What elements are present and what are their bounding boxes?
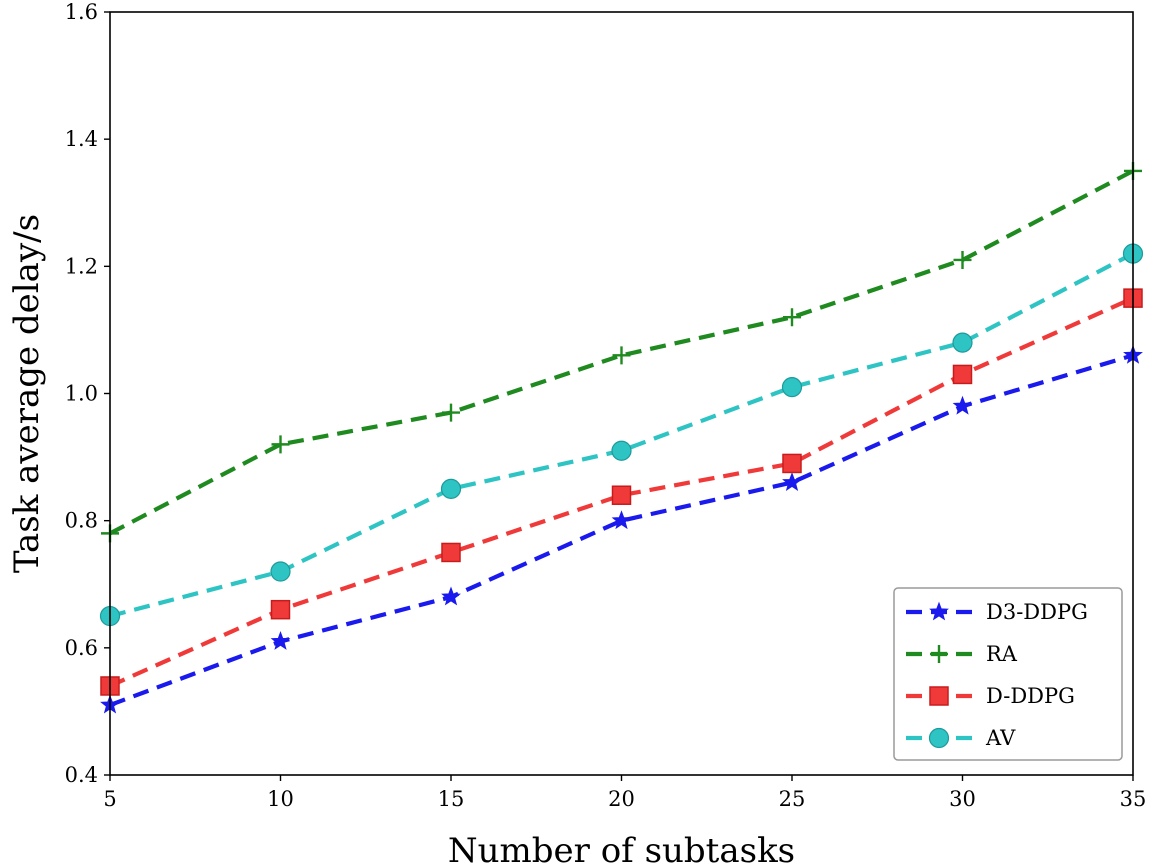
data-point [441, 586, 461, 606]
y-tick-label: 1.2 [65, 254, 98, 278]
legend-marker [928, 727, 950, 749]
legend-label: D3-DDPG [986, 600, 1088, 624]
series-ra [101, 161, 1142, 543]
legend-marker [930, 645, 948, 663]
series-line [109, 251, 1134, 619]
legend-item: RA [906, 642, 1018, 666]
legend-box [893, 587, 1123, 761]
data-point [952, 395, 973, 415]
y-tick-label: 0.4 [65, 763, 98, 787]
x-tick-label: 30 [949, 787, 976, 811]
data-point [612, 346, 631, 365]
data-point [952, 364, 973, 385]
legend: D3-DDPG RA D-DDPG AV [893, 587, 1123, 761]
series-d-ddpg [100, 288, 1143, 696]
y-tick-label: 0.6 [65, 636, 98, 660]
data-point [271, 435, 290, 454]
data-point [781, 377, 803, 398]
y-tick-label: 1.0 [65, 382, 98, 406]
series-av [99, 243, 1144, 627]
legend-label: D-DDPG [986, 684, 1075, 708]
x-tick-label: 5 [103, 787, 116, 811]
legend-item: D-DDPG [906, 684, 1075, 708]
data-point [611, 440, 632, 461]
x-tick-label: 35 [1120, 787, 1147, 811]
y-tick-label: 1.4 [65, 127, 98, 151]
data-point [440, 478, 462, 499]
y-axis-title: Task average delay/s [7, 214, 47, 573]
ticks-layer: 5 10 15 20 25 30 35 0.4 0.6 0.8 1.0 1.2 1.4 1.6 [65, 0, 1147, 811]
data-point [611, 485, 632, 505]
data-point [782, 472, 802, 491]
data-point [270, 599, 291, 620]
data-point [442, 403, 460, 422]
legend-item: AV [906, 726, 1016, 750]
data-point [270, 631, 291, 650]
x-tick-label: 25 [779, 787, 806, 811]
data-point [952, 332, 973, 353]
data-point [953, 250, 972, 269]
x-tick-label: 20 [608, 787, 635, 811]
x-tick-label: 10 [267, 787, 294, 811]
x-axis-title: Number of subtasks [448, 831, 795, 868]
data-point [611, 510, 632, 530]
data-point [783, 308, 801, 327]
legend-label: AV [985, 726, 1016, 750]
legend-marker [929, 686, 949, 706]
data-point [270, 561, 291, 582]
y-tick-label: 0.8 [65, 509, 98, 533]
legend-label: RA [986, 642, 1018, 666]
data-point [441, 542, 461, 563]
x-tick-label: 15 [438, 787, 465, 811]
data-point [782, 453, 802, 474]
legend-marker [929, 601, 949, 621]
y-tick-label: 1.6 [65, 0, 98, 24]
legend-item: D3-DDPG [906, 600, 1088, 624]
